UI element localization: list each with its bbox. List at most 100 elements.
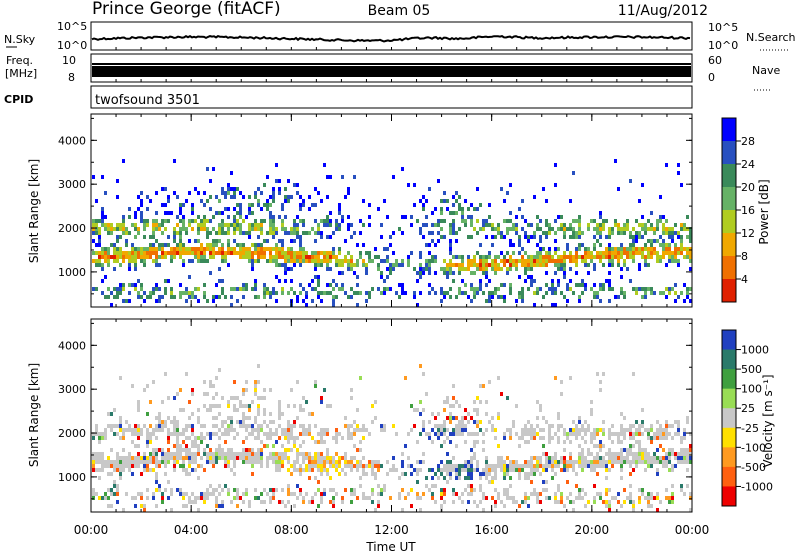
range-gate-cell xyxy=(479,267,482,271)
range-gate-cell xyxy=(350,259,353,263)
range-gate-cell xyxy=(128,424,131,428)
range-gate-cell xyxy=(200,223,203,227)
range-gate-cell xyxy=(560,500,563,504)
range-gate-cell xyxy=(101,211,104,215)
range-gate-cell xyxy=(428,436,431,440)
range-gate-cell xyxy=(281,291,284,295)
range-gate-cell xyxy=(287,500,290,504)
range-gate-cell xyxy=(209,207,212,211)
range-gate-cell xyxy=(443,488,446,492)
range-gate-cell xyxy=(665,263,668,267)
range-gate-cell xyxy=(425,259,428,263)
range-gate-cell xyxy=(269,227,272,231)
range-gate-cell xyxy=(209,271,212,275)
range-gate-cell xyxy=(263,420,266,424)
range-gate-cell xyxy=(422,420,425,424)
range-gate-cell xyxy=(647,460,650,464)
range-gate-cell xyxy=(92,464,95,468)
range-gate-cell xyxy=(506,396,509,400)
range-gate-cell xyxy=(653,247,656,251)
range-gate-cell xyxy=(359,440,362,444)
range-gate-cell xyxy=(440,291,443,295)
range-gate-cell xyxy=(536,259,539,263)
range-gate-cell xyxy=(272,444,275,448)
range-gate-cell xyxy=(545,199,548,203)
range-gate-cell xyxy=(299,235,302,239)
range-gate-cell xyxy=(443,420,446,424)
range-gate-cell xyxy=(143,255,146,259)
range-gate-cell xyxy=(554,460,557,464)
range-gate-cell xyxy=(137,492,140,496)
range-gate-cell xyxy=(665,247,668,251)
range-gate-cell xyxy=(512,227,515,231)
range-gate-cell xyxy=(173,432,176,436)
range-gate-cell xyxy=(254,219,257,223)
range-gate-cell xyxy=(275,251,278,255)
range-gate-cell xyxy=(314,219,317,223)
range-gate-cell xyxy=(134,424,137,428)
range-gate-cell xyxy=(635,420,638,424)
range-gate-cell xyxy=(197,223,200,227)
range-gate-cell xyxy=(158,299,161,303)
range-gate-cell xyxy=(467,464,470,468)
range-gate-cell xyxy=(143,424,146,428)
range-gate-cell xyxy=(407,255,410,259)
range-gate-cell xyxy=(122,456,125,460)
range-gate-cell xyxy=(437,424,440,428)
range-gate-cell xyxy=(275,488,278,492)
range-gate-cell xyxy=(365,267,368,271)
range-gate-cell xyxy=(440,299,443,303)
range-gate-cell xyxy=(581,279,584,283)
range-gate-cell xyxy=(620,456,623,460)
range-gate-cell xyxy=(155,255,158,259)
range-gate-cell xyxy=(596,295,599,299)
range-gate-cell xyxy=(605,488,608,492)
range-gate-cell xyxy=(290,247,293,251)
range-gate-cell xyxy=(245,215,248,219)
range-gate-cell xyxy=(446,400,449,404)
range-gate-cell xyxy=(116,259,119,263)
range-gate-cell xyxy=(266,424,269,428)
range-gate-cell xyxy=(545,464,548,468)
range-gate-cell xyxy=(257,432,260,436)
range-gate-cell xyxy=(629,235,632,239)
range-gate-cell xyxy=(563,263,566,267)
range-gate-cell xyxy=(431,223,434,227)
range-gate-cell xyxy=(275,468,278,472)
range-gate-cell xyxy=(641,488,644,492)
range-gate-cell xyxy=(167,199,170,203)
range-gate-cell xyxy=(416,472,419,476)
range-gate-cell xyxy=(548,436,551,440)
range-gate-cell xyxy=(266,291,269,295)
range-gate-cell xyxy=(407,492,410,496)
range-gate-cell xyxy=(203,219,206,223)
range-gate-cell xyxy=(539,251,542,255)
range-gate-cell xyxy=(413,408,416,412)
range-gate-cell xyxy=(179,452,182,456)
range-gate-cell xyxy=(557,464,560,468)
range-gate-cell xyxy=(503,472,506,476)
range-gate-cell xyxy=(203,291,206,295)
range-gate-cell xyxy=(95,223,98,227)
range-gate-cell xyxy=(623,259,626,263)
range-gate-cell xyxy=(179,231,182,235)
range-gate-cell xyxy=(449,472,452,476)
range-gate-cell xyxy=(296,227,299,231)
range-gate-cell xyxy=(317,283,320,287)
range-gate-cell xyxy=(479,420,482,424)
range-gate-cell xyxy=(320,496,323,500)
range-gate-cell xyxy=(647,428,650,432)
range-gate-cell xyxy=(554,291,557,295)
nsky-tick-top: 10^5 xyxy=(57,20,87,33)
range-gate-cell xyxy=(410,223,413,227)
range-gate-cell xyxy=(461,420,464,424)
range-gate-cell xyxy=(278,500,281,504)
range-gate-cell xyxy=(422,203,425,207)
range-gate-cell xyxy=(122,468,125,472)
range-gate-cell xyxy=(221,420,224,424)
range-gate-cell xyxy=(638,456,641,460)
range-gate-cell xyxy=(176,243,179,247)
range-gate-cell xyxy=(233,215,236,219)
range-gate-cell xyxy=(152,247,155,251)
range-gate-cell xyxy=(500,468,503,472)
